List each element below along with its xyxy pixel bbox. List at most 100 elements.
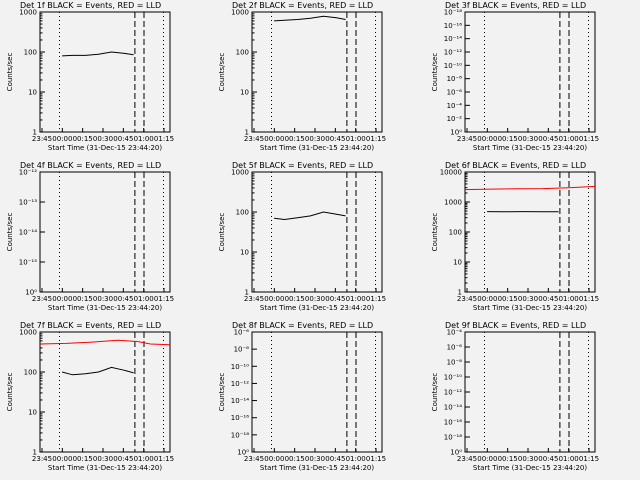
x-tick-label: 00:15 xyxy=(73,135,93,143)
x-tick-label: 00:30 xyxy=(93,295,113,303)
y-tick-label: 10⁻⁶ xyxy=(234,329,250,337)
y-tick-label: 10⁻¹² xyxy=(444,49,462,57)
y-tick-label: 1000 xyxy=(444,199,462,207)
y-tick-label: 10⁻⁴ xyxy=(447,329,463,337)
x-tick-label: 00:00 xyxy=(264,455,284,463)
y-tick-label: 100 xyxy=(24,49,37,57)
x-tick-label: 00:45 xyxy=(538,135,558,143)
x-axis-label: Start Time (31-Dec-15 23:44:20) xyxy=(260,304,374,312)
panel-title: Det 6f BLACK = Events, RED = LLD xyxy=(445,161,586,170)
x-tick-label: 00:00 xyxy=(52,455,72,463)
x-tick-label: 23:45 xyxy=(457,455,477,463)
panel-title: Det 3f BLACK = Events, RED = LLD xyxy=(445,1,586,10)
x-tick-label: 23:45 xyxy=(244,455,264,463)
y-tick-label: 10⁻¹⁸ xyxy=(231,431,249,439)
y-tick-label: 1000 xyxy=(19,9,37,17)
x-axis-label: Start Time (31-Dec-15 23:44:20) xyxy=(473,464,587,472)
x-tick-label: 01:00 xyxy=(346,295,366,303)
plot-frame xyxy=(251,11,383,133)
lld-series-line xyxy=(464,185,596,191)
x-tick-label: 23:45 xyxy=(32,135,52,143)
x-tick-label: 01:00 xyxy=(559,295,579,303)
x-tick-label: 01:00 xyxy=(134,135,154,143)
x-tick-label: 01:15 xyxy=(154,135,174,143)
lld-series-line xyxy=(39,339,171,346)
y-axis-label: Counts/sec xyxy=(431,213,439,252)
y-tick-label: 100 xyxy=(236,49,249,57)
events-series-line xyxy=(61,366,134,376)
y-tick-label: 10⁻¹⁴ xyxy=(19,229,37,237)
x-tick-label: 00:30 xyxy=(93,455,113,463)
panel-title: Det 1f BLACK = Events, RED = LLD xyxy=(20,1,161,10)
x-tick-label: 23:45 xyxy=(32,295,52,303)
y-tick-label: 10⁻¹⁶ xyxy=(444,22,462,30)
x-tick-label: 00:45 xyxy=(325,135,345,143)
x-tick-label: 23:45 xyxy=(457,295,477,303)
y-tick-label: 1 xyxy=(33,129,37,137)
x-tick-label: 00:15 xyxy=(498,295,518,303)
x-tick-label: 01:15 xyxy=(366,135,386,143)
y-axis-label: Counts/sec xyxy=(431,373,439,412)
y-axis-label: Counts/sec xyxy=(431,53,439,92)
y-tick-label: 10 xyxy=(453,259,462,267)
y-tick-label: 10⁻¹² xyxy=(444,389,462,397)
x-tick-label: 00:00 xyxy=(264,295,284,303)
y-tick-label: 10⁻¹⁰ xyxy=(444,374,462,382)
x-tick-label: 00:00 xyxy=(477,135,497,143)
x-tick-label: 23:45 xyxy=(244,135,264,143)
y-tick-label: 10⁻¹⁰ xyxy=(231,363,249,371)
y-tick-label: 10⁰ xyxy=(450,129,462,137)
x-tick-label: 00:00 xyxy=(477,295,497,303)
x-tick-label: 00:15 xyxy=(285,455,305,463)
x-axis-label: Start Time (31-Dec-15 23:44:20) xyxy=(260,464,374,472)
y-tick-label: 10⁻¹⁸ xyxy=(444,9,462,17)
y-tick-label: 100 xyxy=(236,209,249,217)
y-tick-label: 10⁻¹² xyxy=(19,169,37,177)
plot-frame xyxy=(464,11,596,133)
y-tick-label: 10⁻⁸ xyxy=(447,75,463,83)
y-tick-label: 10⁻¹⁴ xyxy=(444,35,462,43)
panel-title: Det 2f BLACK = Events, RED = LLD xyxy=(232,1,373,10)
det-panel-4: Det 4f BLACK = Events, RED = LLD 23:45 00:… xyxy=(6,161,174,312)
y-axis-label: Counts/sec xyxy=(6,53,14,92)
y-tick-label: 10 xyxy=(240,89,249,97)
x-tick-label: 00:00 xyxy=(52,135,72,143)
det-panel-2: Det 2f BLACK = Events, RED = LLD 23:45 00:… xyxy=(218,1,386,152)
y-tick-label: 10 xyxy=(240,249,249,257)
y-tick-label: 10 xyxy=(28,89,37,97)
x-tick-label: 00:30 xyxy=(305,295,325,303)
y-tick-label: 10⁻¹⁶ xyxy=(231,414,249,422)
panel-title: Det 7f BLACK = Events, RED = LLD xyxy=(20,321,161,330)
x-tick-label: 00:30 xyxy=(518,135,538,143)
y-tick-label: 10⁻¹⁴ xyxy=(231,397,249,405)
x-tick-label: 00:30 xyxy=(518,455,538,463)
y-tick-label: 100 xyxy=(24,369,37,377)
x-tick-label: 00:15 xyxy=(73,295,93,303)
plot-frame xyxy=(39,331,171,453)
y-tick-label: 10⁻⁸ xyxy=(447,359,463,367)
x-tick-label: 23:45 xyxy=(244,295,264,303)
x-tick-label: 01:00 xyxy=(134,295,154,303)
y-axis-label: Counts/sec xyxy=(218,373,226,412)
x-axis-label: Start Time (31-Dec-15 23:44:20) xyxy=(48,464,162,472)
y-tick-label: 10000 xyxy=(440,169,462,177)
y-tick-label: 10⁻¹² xyxy=(231,380,249,388)
x-tick-label: 00:15 xyxy=(73,455,93,463)
events-series-line xyxy=(62,51,134,57)
x-axis-label: Start Time (31-Dec-15 23:44:20) xyxy=(48,304,162,312)
y-tick-label: 1000 xyxy=(19,329,37,337)
x-tick-label: 00:15 xyxy=(498,135,518,143)
y-tick-label: 1 xyxy=(245,129,249,137)
y-axis-label: Counts/sec xyxy=(218,53,226,92)
y-tick-label: 10⁻¹⁰ xyxy=(444,62,462,70)
panel-title: Det 4f BLACK = Events, RED = LLD xyxy=(20,161,161,170)
y-tick-label: 10⁻¹⁶ xyxy=(444,419,462,427)
y-tick-label: 10⁻¹⁴ xyxy=(444,404,462,412)
x-axis-label: Start Time (31-Dec-15 23:44:20) xyxy=(260,144,374,152)
x-tick-label: 00:15 xyxy=(285,295,305,303)
plot-frame xyxy=(39,11,171,133)
